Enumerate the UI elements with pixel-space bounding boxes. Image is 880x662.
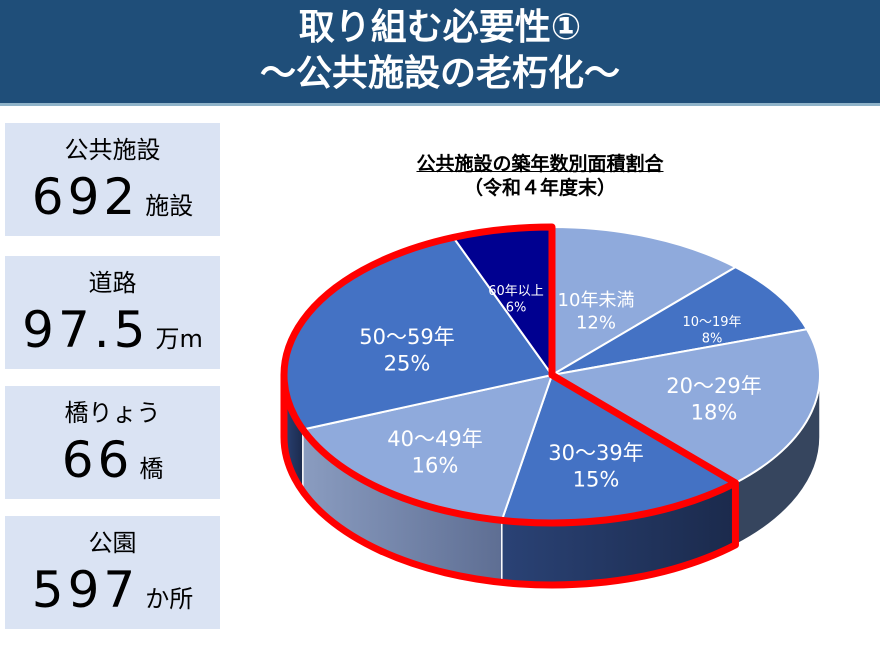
- stat-value: 97.5 万m: [5, 300, 220, 369]
- red-highlight-rim: [280, 374, 738, 527]
- stat-unit: 万m: [155, 325, 203, 353]
- stat-unit: 橋: [139, 455, 164, 483]
- slice-label-name: 30～39年: [548, 441, 643, 465]
- slice-label-pct: 16%: [412, 453, 459, 477]
- slice-label-name: 10～19年: [682, 315, 741, 330]
- page-subtitle: ～公共施設の老朽化～: [259, 53, 620, 94]
- red-highlight-border: [280, 223, 739, 589]
- chart-title-main: 公共施設の築年数別面積割合: [416, 153, 664, 175]
- slice-label-name: 40～49年: [387, 427, 482, 451]
- stat-unit: 施設: [145, 192, 194, 220]
- stat-number: 66: [61, 431, 134, 489]
- chart-title-sub: （令和４年度末）: [463, 177, 616, 199]
- stat-card-bridges: 橋りょう 66 橋: [5, 386, 220, 499]
- stat-label: 橋りょう: [64, 399, 161, 427]
- pie-slice-2: [549, 328, 821, 485]
- pie-top-slices: [283, 225, 821, 524]
- stat-value: 692 施設: [5, 167, 220, 236]
- title-banner: 取り組む必要性① ～公共施設の老朽化～: [0, 0, 880, 106]
- stat-label: 公園: [88, 529, 137, 557]
- stat-number: 97.5: [22, 301, 150, 359]
- slice-label-name: 10年未満: [558, 290, 635, 311]
- stat-unit: か所: [145, 585, 194, 613]
- page-title: 取り組む必要性①: [298, 7, 582, 48]
- slice-label-pct: 6%: [506, 300, 527, 315]
- slice-label-name: 50～59年: [359, 325, 454, 349]
- stat-number: 692: [31, 168, 140, 226]
- slice-label-pct: 25%: [384, 351, 431, 375]
- stat-label: 道路: [88, 269, 137, 297]
- stat-card-parks: 公園 597 か所: [5, 516, 220, 629]
- slice-label-pct: 8%: [702, 331, 723, 346]
- slice-label-pct: 12%: [576, 313, 616, 334]
- stat-card-public-facilities: 公共施設 692 施設: [5, 123, 220, 236]
- chart-title: 公共施設の築年数別面積割合 （令和４年度末）: [340, 152, 740, 200]
- stat-value: 597 か所: [5, 560, 220, 629]
- highlight-outline: [280, 223, 739, 589]
- pie-slice-1: [551, 265, 809, 376]
- slice-label-pct: 15%: [573, 467, 620, 491]
- stat-number: 597: [31, 561, 140, 619]
- slice-label-pct: 18%: [691, 400, 738, 424]
- slice-label-name: 20～29年: [666, 374, 761, 398]
- pie-slice-0: [551, 225, 738, 377]
- stat-value: 66 橋: [5, 430, 220, 499]
- stat-card-roads: 道路 97.5 万m: [5, 256, 220, 369]
- slice-label-name: 60年以上: [488, 284, 544, 299]
- stat-label: 公共施設: [64, 136, 161, 164]
